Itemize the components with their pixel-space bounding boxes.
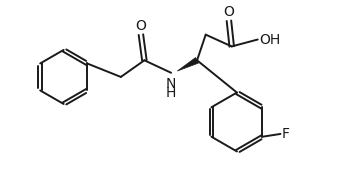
Text: OH: OH — [260, 32, 281, 46]
Text: F: F — [282, 127, 290, 141]
Text: H: H — [165, 86, 176, 100]
Polygon shape — [177, 58, 199, 71]
Text: N: N — [165, 77, 176, 91]
Text: O: O — [136, 19, 146, 33]
Text: O: O — [224, 5, 234, 19]
